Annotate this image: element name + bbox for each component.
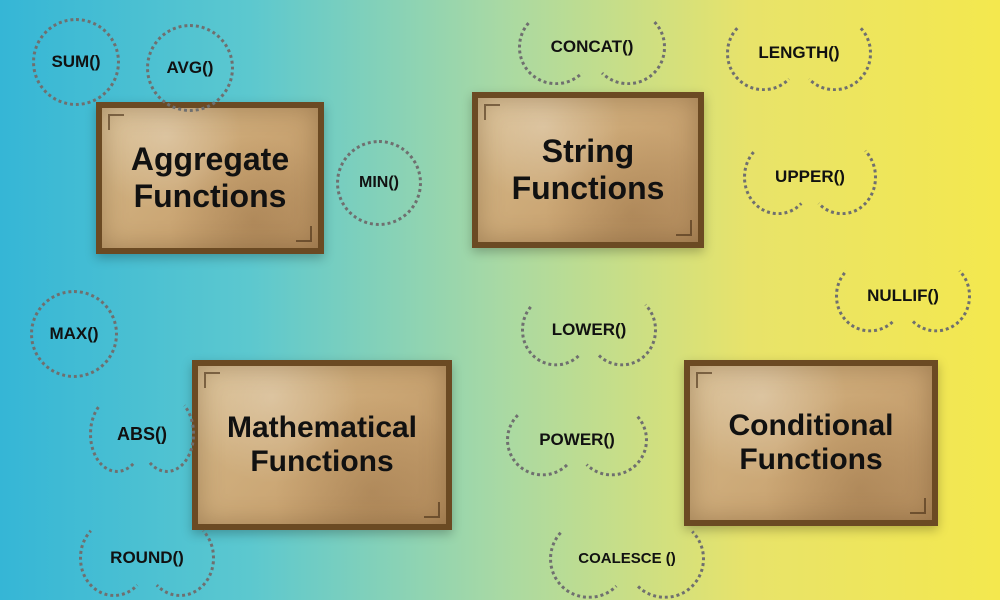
badge-label: AVG() (163, 59, 218, 77)
card-title: ConditionalFunctions (729, 409, 894, 478)
card-title-line1: Aggregate (131, 141, 289, 177)
badge-power: POWER() (516, 412, 638, 468)
card-title-line2: Functions (512, 170, 665, 206)
badge-abs: ABS() (96, 404, 188, 464)
badge-label: NULLIF() (863, 287, 943, 305)
card-title-line2: Functions (134, 178, 287, 214)
card-math: MathematicalFunctions (192, 360, 452, 530)
badge-label: ROUND() (106, 549, 188, 567)
badge-label: LENGTH() (754, 44, 843, 62)
badge-label: POWER() (535, 431, 619, 449)
card-aggregate: AggregateFunctions (96, 102, 324, 254)
card-title-line1: String (542, 133, 634, 169)
badge-label: MAX() (45, 325, 102, 343)
badge-lower: LOWER() (530, 302, 648, 358)
badge-avg: AVG() (146, 24, 234, 112)
card-title-line2: Functions (250, 445, 393, 478)
badge-label: LOWER() (548, 321, 631, 339)
card-title-line2: Functions (739, 443, 882, 476)
badge-label: SUM() (47, 53, 104, 71)
badge-label: ABS() (113, 425, 171, 444)
badge-round: ROUND() (88, 528, 206, 588)
badge-length: LENGTH() (736, 24, 862, 82)
badge-nullif: NULLIF() (844, 268, 962, 324)
infographic-canvas: AggregateFunctionsStringFunctionsMathema… (0, 0, 1000, 600)
badge-label: MIN() (355, 175, 403, 192)
card-title: MathematicalFunctions (227, 411, 417, 480)
card-title-line1: Mathematical (227, 411, 417, 444)
badge-label: CONCAT() (547, 38, 638, 56)
badge-min: MIN() (336, 140, 422, 226)
badge-label: UPPER() (771, 168, 849, 186)
card-string: StringFunctions (472, 92, 704, 248)
badge-coalesce: COALESCE () (560, 528, 694, 590)
card-title: StringFunctions (512, 133, 665, 207)
card-title: AggregateFunctions (131, 141, 289, 215)
card-conditional: ConditionalFunctions (684, 360, 938, 526)
badge-sum: SUM() (32, 18, 120, 106)
badge-concat: CONCAT() (528, 18, 656, 76)
badge-max: MAX() (30, 290, 118, 378)
badge-upper: UPPER() (752, 148, 868, 206)
badge-label: COALESCE () (574, 551, 680, 567)
card-title-line1: Conditional (729, 409, 894, 442)
